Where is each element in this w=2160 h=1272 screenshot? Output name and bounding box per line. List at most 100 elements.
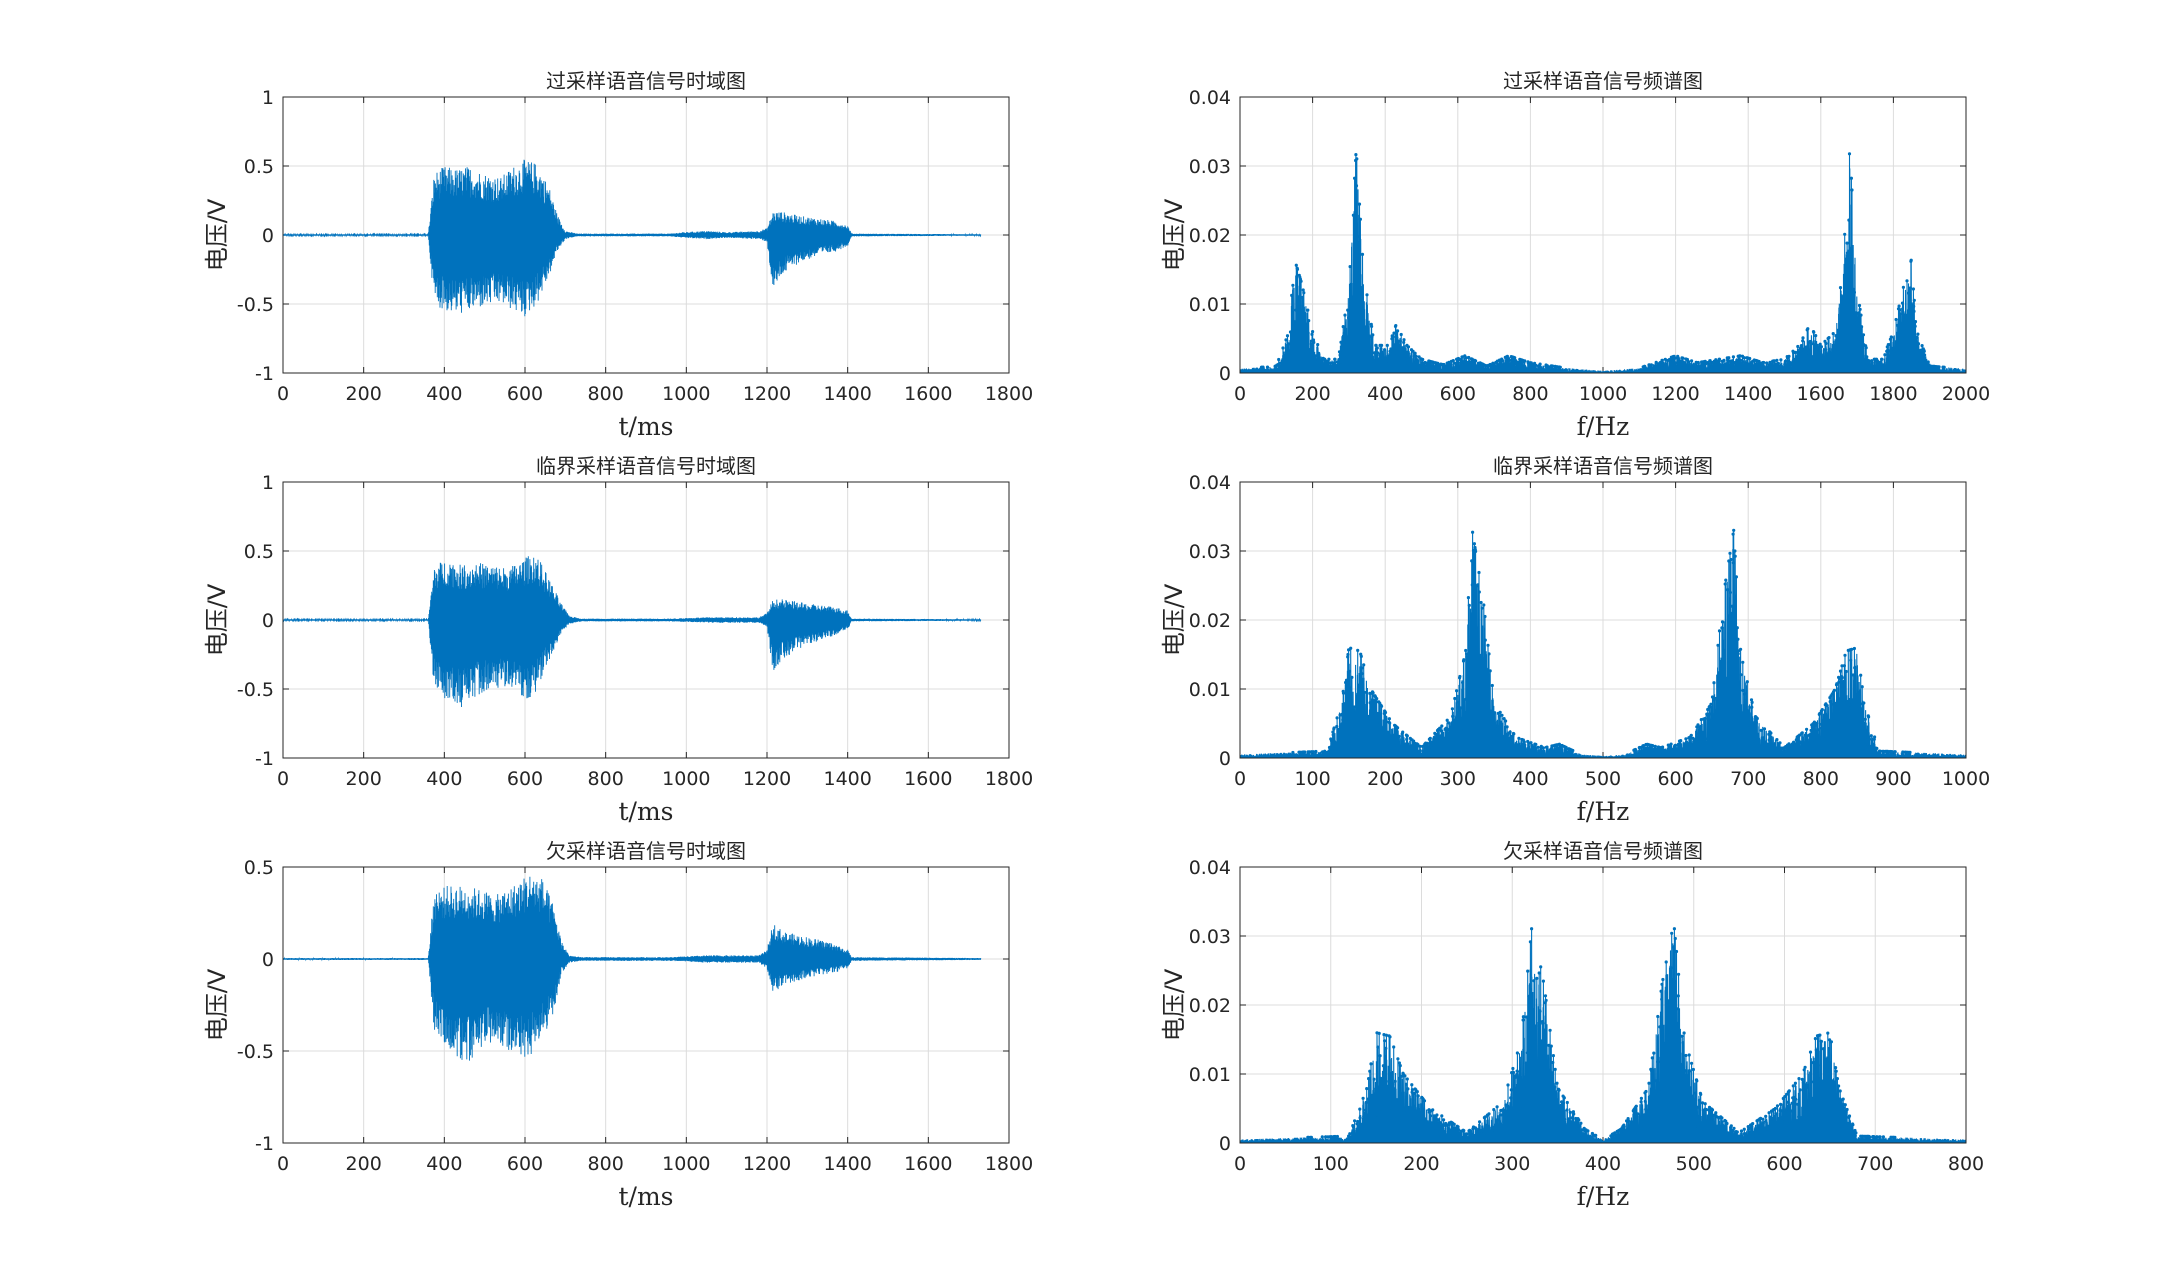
under-freq-x-tick-label: 500	[1676, 1153, 1712, 1175]
crit-freq-x-tick-label: 600	[1657, 768, 1693, 790]
over-time-x-tick-label: 1400	[823, 383, 871, 405]
under-freq-x-tick-label: 100	[1313, 1153, 1349, 1175]
crit-time-y-tick-label: 1	[262, 472, 274, 494]
crit-freq-y-axis-label: 电压/V	[1160, 583, 1188, 656]
over-freq-x-tick-label: 800	[1512, 383, 1548, 405]
crit-freq-x-tick-label: 200	[1367, 768, 1403, 790]
over-time-y-tick-label: 0	[262, 225, 274, 247]
crit-time-y-tick-label: 0.5	[244, 541, 274, 563]
crit-time-x-tick-label: 1000	[662, 768, 710, 790]
over-time-y-axis-label: 电压/V	[203, 198, 231, 271]
chart-over-freq: 0 200 400 600 800 1000 1200 1400 1600 1800 2000 0.0…	[1160, 69, 1990, 441]
over-freq-y-tick-label: 0.03	[1189, 156, 1231, 178]
under-time-x-tick-label: 400	[426, 1153, 462, 1175]
under-time-plot-area	[283, 867, 1009, 1143]
over-time-y-tick-label: 1	[262, 87, 274, 109]
crit-time-x-tick-label: 200	[346, 768, 382, 790]
under-freq-y-tick-label: 0.02	[1189, 995, 1231, 1017]
crit-freq-x-tick-label: 300	[1440, 768, 1476, 790]
crit-time-x-tick-label: 1200	[743, 768, 791, 790]
crit-time-x-tick-label: 1600	[904, 768, 952, 790]
crit-time-x-tick-label: 1400	[823, 768, 871, 790]
under-time-x-tick-label: 1200	[743, 1153, 791, 1175]
over-time-x-tick-label: 1000	[662, 383, 710, 405]
over-freq-y-tick-label: 0.02	[1189, 225, 1231, 247]
crit-freq-x-axis-label: f/Hz	[1577, 797, 1630, 826]
under-freq-axes-box	[1239, 866, 1967, 1144]
under-freq-x-tick-label: 700	[1857, 1153, 1893, 1175]
crit-freq-y-tick-label: 0.04	[1189, 472, 1231, 494]
over-freq-x-tick-label: 400	[1367, 383, 1403, 405]
under-time-y-tick-label: 0	[262, 949, 274, 971]
under-freq-y-tick-label: 0.04	[1189, 857, 1231, 879]
crit-freq-x-tick-label: 900	[1875, 768, 1911, 790]
under-freq-x-tick-label: 400	[1585, 1153, 1621, 1175]
under-freq-title: 欠采样语音信号频谱图	[1503, 839, 1703, 863]
over-freq-y-axis-label: 电压/V	[1160, 198, 1188, 271]
crit-freq-x-tick-label: 100	[1294, 768, 1330, 790]
crit-time-x-tick-label: 800	[588, 768, 624, 790]
over-time-x-tick-label: 400	[426, 383, 462, 405]
over-time-x-tick-label: 0	[277, 383, 289, 405]
crit-freq-y-tick-label: 0.02	[1189, 610, 1231, 632]
over-freq-x-tick-label: 1200	[1651, 383, 1699, 405]
over-time-series-line	[283, 159, 982, 317]
over-freq-y-tick-label: 0.04	[1189, 87, 1231, 109]
crit-freq-axes-box	[1239, 481, 1967, 759]
over-freq-x-tick-label: 1800	[1869, 383, 1917, 405]
crit-freq-title: 临界采样语音信号频谱图	[1493, 454, 1713, 478]
crit-time-axes-box	[282, 481, 1010, 759]
under-time-x-tick-label: 1000	[662, 1153, 710, 1175]
over-time-x-tick-label: 600	[507, 383, 543, 405]
chart-under-time: 0 200 400 600 800 1000 1200 1400 1600 1800 0.5 0 -0.…	[203, 839, 1033, 1211]
under-freq-x-axis-label: f/Hz	[1577, 1182, 1630, 1211]
under-time-x-tick-label: 200	[346, 1153, 382, 1175]
over-time-axes-box	[282, 96, 1010, 374]
under-freq-series-line	[1240, 928, 1966, 1143]
crit-time-x-tick-label: 400	[426, 768, 462, 790]
crit-freq-x-tick-label: 800	[1803, 768, 1839, 790]
over-time-y-tick-label: -0.5	[237, 294, 274, 316]
under-time-x-axis-label: t/ms	[618, 1182, 673, 1211]
under-time-y-tick-label: 0.5	[244, 857, 274, 879]
under-freq-y-tick-label: 0	[1219, 1133, 1231, 1155]
over-freq-x-tick-label: 1600	[1797, 383, 1845, 405]
over-time-y-tick-label: -1	[255, 363, 274, 385]
chart-crit-time: 0 200 400 600 800 1000 1200 1400 1600 1800 1 0.5 0 -0…	[203, 454, 1033, 826]
under-time-series-line	[283, 876, 982, 1061]
crit-time-x-axis-label: t/ms	[618, 797, 673, 826]
under-time-x-tick-label: 1400	[823, 1153, 871, 1175]
crit-time-y-axis-label: 电压/V	[203, 583, 231, 656]
over-freq-y-tick-label: 0.01	[1189, 294, 1231, 316]
under-time-x-tick-label: 600	[507, 1153, 543, 1175]
chart-crit-freq: 0 100 200 300 400 500 600 700 800 900 1000 0.04 0.03…	[1160, 454, 1990, 826]
over-freq-x-tick-label: 600	[1440, 383, 1476, 405]
crit-time-y-tick-label: -1	[255, 748, 274, 770]
over-freq-x-tick-label: 200	[1294, 383, 1330, 405]
over-time-title: 过采样语音信号时域图	[546, 69, 746, 93]
under-freq-x-tick-label: 200	[1403, 1153, 1439, 1175]
over-time-x-tick-label: 800	[588, 383, 624, 405]
crit-time-x-tick-label: 0	[277, 768, 289, 790]
under-time-y-tick-label: -1	[255, 1133, 274, 1155]
crit-time-series-line	[283, 556, 982, 708]
over-time-x-axis-label: t/ms	[618, 412, 673, 441]
over-time-x-tick-label: 200	[346, 383, 382, 405]
under-time-x-tick-label: 1800	[985, 1153, 1033, 1175]
crit-freq-x-tick-label: 0	[1234, 768, 1246, 790]
under-freq-x-tick-label: 300	[1494, 1153, 1530, 1175]
under-time-y-tick-label: -0.5	[237, 1041, 274, 1063]
crit-freq-y-tick-label: 0.03	[1189, 541, 1231, 563]
over-freq-title: 过采样语音信号频谱图	[1503, 69, 1703, 93]
crit-time-x-tick-label: 600	[507, 768, 543, 790]
over-time-x-tick-label: 1800	[985, 383, 1033, 405]
crit-freq-x-tick-label: 400	[1512, 768, 1548, 790]
over-time-x-tick-label: 1600	[904, 383, 952, 405]
under-time-axes-box	[282, 866, 1010, 1144]
under-freq-x-tick-label: 0	[1234, 1153, 1246, 1175]
under-freq-x-tick-label: 600	[1766, 1153, 1802, 1175]
crit-freq-y-tick-label: 0	[1219, 748, 1231, 770]
over-freq-x-tick-label: 0	[1234, 383, 1246, 405]
crit-freq-x-tick-label: 500	[1585, 768, 1621, 790]
